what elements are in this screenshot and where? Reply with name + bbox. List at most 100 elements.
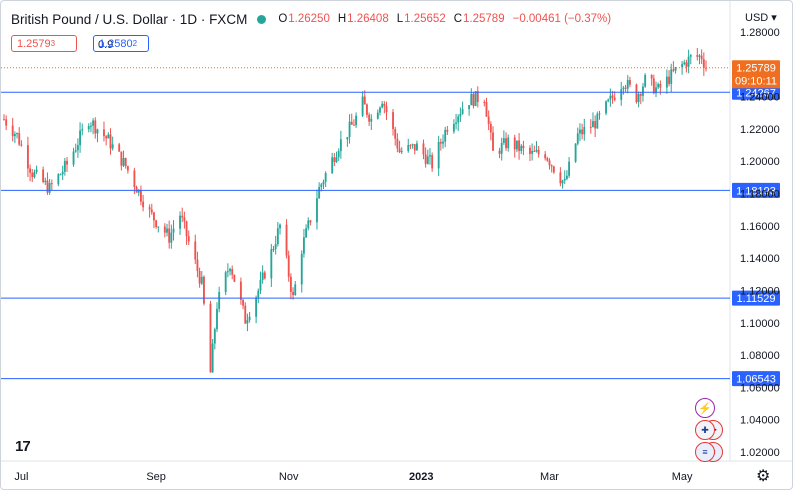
candle-body [628, 80, 631, 85]
candle-body [224, 272, 227, 293]
candle-body [289, 276, 292, 292]
candle-body [346, 136, 349, 140]
candle-body [126, 166, 129, 171]
candle-body [163, 226, 166, 233]
candle-body [474, 91, 477, 106]
candle-body [411, 144, 414, 146]
candle-body [383, 103, 386, 107]
candle-body [431, 155, 434, 169]
x-tick-label: 2023 [409, 471, 433, 483]
candle-body [61, 171, 64, 175]
y-tick-label: 1.14000 [740, 253, 780, 265]
candle-body [309, 220, 312, 223]
candle-body [622, 87, 625, 90]
candle-body [576, 133, 579, 144]
candle-body [285, 224, 288, 256]
candle-body [137, 189, 140, 193]
candle-body [211, 343, 214, 373]
candle-body [13, 133, 16, 137]
candle-body [107, 134, 110, 139]
candle-body [324, 173, 327, 182]
symbol-title[interactable]: British Pound / U.S. Dollar · 1D · FXCM [11, 11, 248, 27]
candle-body [59, 174, 62, 176]
uk-flag-icon[interactable]: ✚ [695, 420, 715, 440]
buy-price-button[interactable]: 1.2580 2 [93, 35, 149, 52]
candle-body [172, 228, 175, 233]
y-tick-label: 1.12000 [740, 285, 780, 297]
ohlc-change: −0.00461 (−0.37%) [512, 13, 612, 25]
candle-body [242, 299, 245, 306]
candle-body [272, 249, 275, 251]
lightning-icon[interactable]: ⚡ [695, 398, 715, 418]
candle-body [66, 160, 68, 165]
candle-body [668, 76, 670, 84]
y-tick-label: 1.02000 [740, 447, 780, 459]
candle-body [339, 139, 342, 152]
candle-body [179, 215, 181, 229]
candle-body [261, 272, 264, 280]
candle-body [429, 155, 431, 157]
candle-body [396, 138, 399, 149]
candle-body [702, 59, 705, 68]
candle-body [226, 271, 229, 273]
candle-body [442, 141, 444, 144]
candle-body [689, 55, 692, 57]
candle-body [700, 55, 703, 60]
candle-body [209, 303, 212, 373]
x-tick-label: Sep [146, 471, 166, 483]
candle-body [368, 114, 371, 122]
candle-body [363, 96, 366, 105]
candle-body [157, 226, 160, 228]
y-tick-label: 1.16000 [740, 221, 780, 233]
candle-body [168, 228, 171, 243]
candle-body [239, 281, 242, 300]
tradingview-logo-icon[interactable]: 17 [15, 438, 31, 455]
candle-body [637, 94, 640, 103]
y-tick-label: 1.18000 [740, 189, 780, 201]
horizontal-line-label-bg [732, 290, 780, 306]
candle-body [476, 91, 479, 102]
x-tick-label: Jul [14, 471, 28, 483]
candle-body [594, 121, 597, 129]
candle-body [568, 161, 571, 176]
candle-body [35, 169, 38, 173]
candle-body [574, 143, 577, 162]
candle-body [103, 129, 105, 137]
candle-body [639, 94, 642, 96]
candle-body [72, 151, 75, 165]
candle-body [74, 150, 77, 152]
y-tick-label: 1.24000 [740, 92, 780, 104]
candle-body [216, 308, 218, 330]
candle-body [20, 144, 23, 146]
us-flag-icon[interactable]: ≡ [695, 442, 715, 462]
candle-body [96, 129, 99, 134]
candle-body [229, 269, 231, 272]
candle-body [444, 129, 447, 142]
candle-body [446, 129, 449, 132]
gear-icon[interactable]: ⚙ [756, 468, 771, 485]
candle-body [583, 126, 586, 135]
candle-body [413, 144, 416, 151]
ohlc-high: H1.26408 [337, 13, 389, 25]
candle-body [422, 143, 425, 155]
candle-body [87, 126, 90, 130]
candle-body [76, 145, 79, 151]
candle-body [379, 107, 381, 113]
candle-body [233, 274, 236, 282]
candle-body [302, 237, 305, 254]
candle-body [274, 244, 277, 250]
candle-body [470, 94, 473, 106]
candle-body [613, 97, 616, 100]
candle-body [50, 183, 53, 185]
candle-body [361, 96, 364, 116]
candle-body [335, 157, 338, 163]
candle-body [203, 276, 205, 304]
currency-selector[interactable]: USD ▾ [745, 12, 777, 24]
candle-body [605, 101, 607, 114]
sell-price-button[interactable]: 1.2579 3 [11, 35, 77, 52]
candle-body [589, 126, 592, 128]
horizontal-line-label: 1.11529 [737, 293, 776, 305]
candle-body [79, 130, 82, 146]
candle-body [665, 76, 668, 88]
